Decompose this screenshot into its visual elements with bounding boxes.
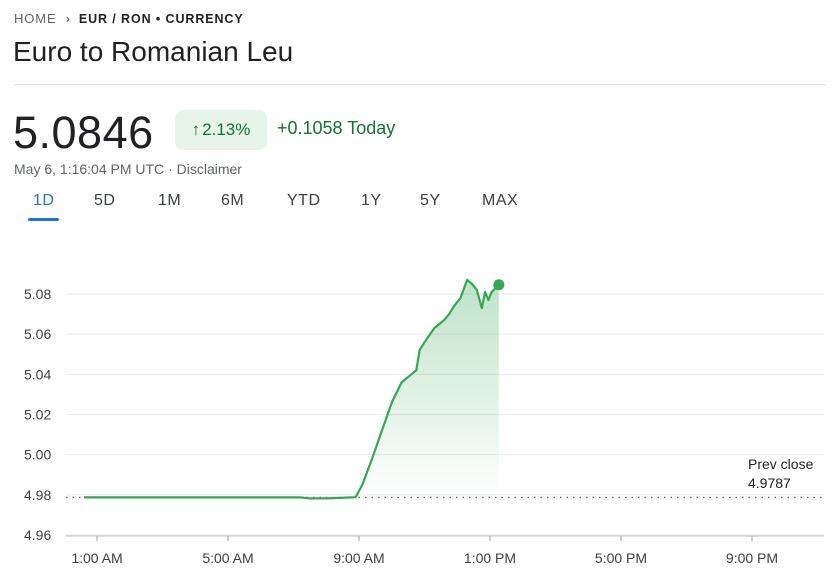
- prev-close-value: 4.9787: [748, 475, 791, 491]
- x-tick-label: 1:00 AM: [71, 550, 122, 566]
- price-area-fill: [345, 279, 499, 498]
- page-title: Euro to Romanian Leu: [13, 36, 294, 67]
- absolute-change: +0.1058 Today: [277, 118, 396, 138]
- x-tick-label: 1:00 PM: [464, 550, 516, 566]
- divider: [14, 84, 826, 85]
- latest-price-point: [493, 279, 505, 291]
- tab-5y[interactable]: 5Y: [420, 192, 441, 209]
- tab-1m[interactable]: 1M: [158, 192, 182, 209]
- y-tick-label: 4.96: [24, 527, 51, 543]
- y-tick-label: 5.06: [24, 326, 51, 342]
- y-tick-label: 5.08: [24, 286, 51, 302]
- breadcrumb: HOME › EUR / RON • CURRENCY: [14, 11, 244, 26]
- breadcrumb-current: EUR / RON • CURRENCY: [78, 11, 244, 26]
- percent-change-value: 2.13%: [202, 120, 251, 139]
- tab-6m[interactable]: 6M: [221, 192, 245, 209]
- disclaimer-link[interactable]: Disclaimer: [176, 161, 242, 177]
- tab-ytd[interactable]: YTD: [287, 192, 321, 209]
- tab-5d[interactable]: 5D: [94, 192, 116, 209]
- breadcrumb-home[interactable]: HOME: [14, 11, 57, 26]
- arrow-up-icon: ↑: [191, 120, 201, 139]
- tab-1y[interactable]: 1Y: [361, 192, 382, 209]
- price-line: [83, 278, 500, 500]
- chevron-right-icon: ›: [65, 11, 71, 26]
- percent-change-badge: ↑ 2.13%: [175, 110, 267, 150]
- x-tick-label: 9:00 PM: [726, 550, 778, 566]
- y-tick-label: 4.98: [24, 487, 51, 503]
- active-tab-indicator: [28, 218, 59, 221]
- y-tick-label: 5.04: [24, 366, 51, 382]
- y-tick-label: 5.02: [24, 407, 51, 423]
- y-tick-label: 5.00: [24, 447, 51, 463]
- current-price: 5.0846: [13, 107, 154, 158]
- tab-1d[interactable]: 1D: [33, 192, 55, 209]
- timestamp-line: May 6, 1:16:04 PM UTC · Disclaimer: [14, 161, 242, 177]
- x-tick-label: 5:00 AM: [202, 550, 253, 566]
- timestamp: May 6, 1:16:04 PM UTC ·: [14, 161, 177, 177]
- tab-max[interactable]: MAX: [482, 192, 519, 209]
- x-tick-label: 5:00 PM: [595, 550, 647, 566]
- x-tick-label: 9:00 AM: [333, 550, 384, 566]
- prev-close-label: Prev close: [748, 456, 814, 472]
